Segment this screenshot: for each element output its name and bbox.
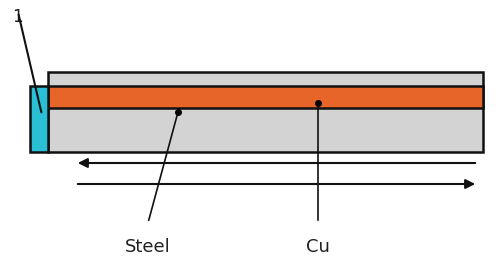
Text: Cu: Cu	[306, 238, 330, 256]
Text: Steel: Steel	[125, 238, 171, 256]
Bar	[48, 86, 483, 108]
Bar	[30, 86, 48, 152]
Text: 1: 1	[12, 8, 22, 26]
Bar	[48, 72, 483, 152]
